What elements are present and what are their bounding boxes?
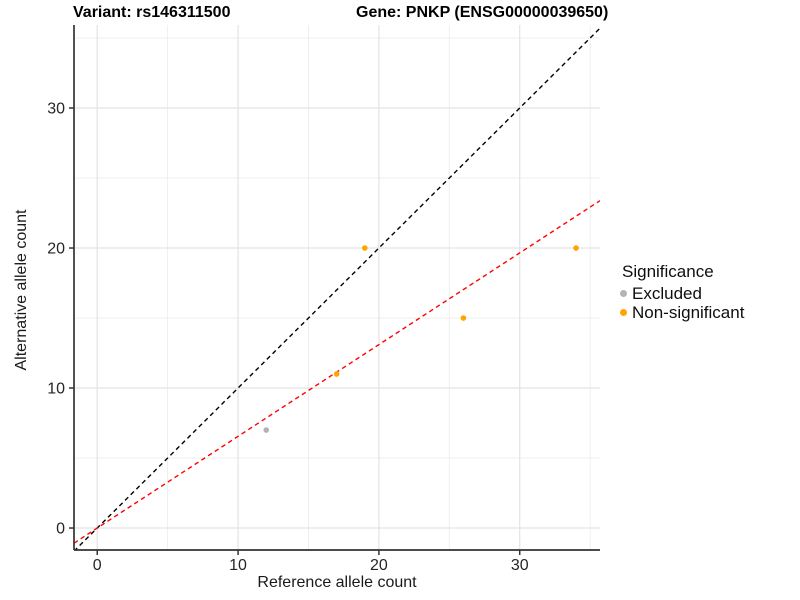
y-tick-label: 30 [47, 101, 65, 118]
non-significant-dot-icon [620, 309, 627, 316]
x-axis-label: Reference allele count [257, 574, 417, 591]
x-tick-label: 30 [511, 557, 529, 574]
data-point-non-significant [333, 371, 340, 377]
identity-line [74, 27, 600, 550]
plot-title-gene: Gene: PNKP (ENSG00000039650) [356, 4, 609, 21]
y-axis-label: Alternative allele count [13, 209, 30, 371]
legend-title: Significance [622, 262, 714, 281]
legend-item-excluded: Excluded [620, 284, 744, 303]
legend-item-non-significant: Non-significant [620, 303, 744, 322]
excluded-dot-icon [620, 290, 627, 297]
y-tick-label: 10 [47, 381, 65, 398]
y-tick-label: 20 [47, 241, 65, 258]
data-point-non-significant [573, 245, 579, 251]
data-point-non-significant [460, 315, 467, 321]
x-tick-label: 0 [93, 557, 102, 574]
legend: Significance Excluded Non-significant [620, 262, 744, 322]
x-tick-label: 20 [370, 557, 388, 574]
data-point-non-significant [362, 245, 368, 251]
x-tick-label: 10 [229, 557, 247, 574]
plot-title-variant: Variant: rs146311500 [73, 4, 231, 21]
data-point-excluded [263, 427, 270, 433]
y-tick-label: 0 [56, 521, 65, 538]
legend-item-label: Excluded [632, 284, 702, 303]
legend-item-label: Non-significant [632, 303, 745, 322]
